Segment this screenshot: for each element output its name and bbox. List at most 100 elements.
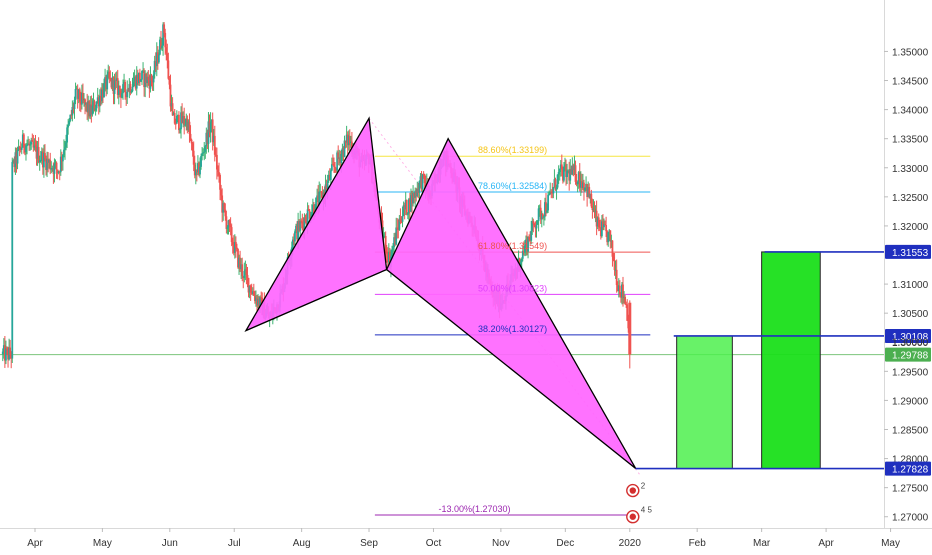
candle-body xyxy=(291,239,294,248)
candle-body xyxy=(607,232,610,243)
current-price-badge-text: 1.29788 xyxy=(892,351,929,362)
candle-body xyxy=(7,348,9,360)
candle-body xyxy=(308,210,311,219)
candle-body xyxy=(227,220,230,228)
candle-body xyxy=(140,79,142,82)
candle-body xyxy=(217,169,219,173)
time-tick-label: May xyxy=(93,538,112,549)
candle-body xyxy=(59,156,62,173)
candle-body xyxy=(625,303,628,305)
candle-body xyxy=(303,217,306,230)
candle-body xyxy=(63,149,65,155)
candle-body xyxy=(155,52,158,67)
price-axis[interactable]: 1.35000 1.34500 1.34000 1.33500 1.33000 1.325… xyxy=(884,47,929,524)
candle-body xyxy=(306,209,309,225)
candle-body xyxy=(311,204,314,213)
candle-body xyxy=(613,260,616,271)
candle-body xyxy=(175,115,178,124)
candle-body xyxy=(244,269,247,271)
candle-body xyxy=(172,113,175,116)
candle-body xyxy=(611,240,614,257)
candle-body xyxy=(162,24,164,46)
candle-body xyxy=(420,176,423,190)
candle-body xyxy=(220,189,223,196)
candle-body xyxy=(591,206,594,211)
candle-body xyxy=(20,147,23,150)
candle-body xyxy=(85,102,87,105)
candle-body xyxy=(154,60,157,67)
candle-body xyxy=(347,135,350,146)
candle-body xyxy=(616,285,619,292)
candle-body xyxy=(232,244,235,253)
candle-body xyxy=(416,188,419,197)
candle-body xyxy=(525,239,527,246)
price-level-badge[interactable] xyxy=(885,328,931,343)
price-level-badge-text: 1.31553 xyxy=(892,248,929,259)
candle-body xyxy=(301,221,304,224)
candle-body xyxy=(584,187,586,191)
candle-body xyxy=(225,216,228,229)
candle-body xyxy=(87,101,90,113)
candle-body xyxy=(398,218,401,230)
candle-body xyxy=(230,227,233,243)
candle-body xyxy=(417,188,420,193)
candle-body xyxy=(131,86,134,92)
candle-body xyxy=(48,159,51,163)
candle-body xyxy=(344,140,347,143)
candle-body xyxy=(569,169,572,181)
event-flag-dot xyxy=(629,487,636,494)
candle-body xyxy=(153,60,156,75)
candle-body xyxy=(349,141,352,144)
target-box[interactable] xyxy=(676,335,733,470)
candle-body xyxy=(179,129,181,131)
candle-body xyxy=(388,252,391,268)
current-price-badge[interactable] xyxy=(885,347,931,362)
harmonic-pattern-layer xyxy=(244,116,637,469)
candle-body xyxy=(143,70,146,88)
price-level-badge[interactable] xyxy=(885,244,931,259)
candle-body xyxy=(557,172,560,175)
candle-body xyxy=(47,158,50,163)
candle-body xyxy=(194,169,197,176)
candle-body xyxy=(329,170,332,180)
fib-level-label: 50.00%(1.30823) xyxy=(478,283,547,293)
pattern-xb-leg xyxy=(245,269,387,332)
candle-body xyxy=(124,82,127,93)
candle-body xyxy=(604,224,606,226)
pattern-bcd-triangle[interactable] xyxy=(385,137,637,469)
price-tick-label: 1.30000 xyxy=(892,338,929,349)
price-level-badge[interactable] xyxy=(885,461,931,476)
price-tick-label: 1.33000 xyxy=(892,164,929,175)
candle-body xyxy=(341,148,344,154)
target-box[interactable] xyxy=(761,251,821,470)
candle-body xyxy=(538,207,541,209)
time-axis[interactable]: Apr May Jun Jul Aug Sep Oct Nov Dec 2020 Feb Mar Apr… xyxy=(27,528,900,549)
time-tick-label: May xyxy=(881,538,900,549)
candle-body xyxy=(99,95,102,102)
candle-body xyxy=(30,139,33,145)
candle-body xyxy=(304,217,307,222)
candle-body xyxy=(551,192,554,194)
candle-body xyxy=(529,239,532,241)
candle-body xyxy=(318,191,321,207)
candle-body xyxy=(414,190,417,198)
candle-body xyxy=(336,152,339,171)
candle-body xyxy=(302,223,305,230)
candle-body xyxy=(164,32,167,48)
candle-body xyxy=(185,118,188,125)
candle-body xyxy=(399,218,402,222)
candle-body xyxy=(134,76,137,89)
candle-body xyxy=(12,160,15,163)
candle-body xyxy=(112,77,115,94)
candle-body xyxy=(35,146,38,159)
time-tick-label: Nov xyxy=(492,538,510,549)
candle-body xyxy=(294,231,296,242)
candle-body xyxy=(215,154,218,170)
candle-body xyxy=(385,252,388,254)
candle-body xyxy=(117,85,120,95)
candle-body xyxy=(586,183,589,198)
candle-body xyxy=(594,210,597,213)
candle-body xyxy=(80,92,83,105)
candle-body xyxy=(214,154,217,156)
candle-body xyxy=(26,145,28,147)
